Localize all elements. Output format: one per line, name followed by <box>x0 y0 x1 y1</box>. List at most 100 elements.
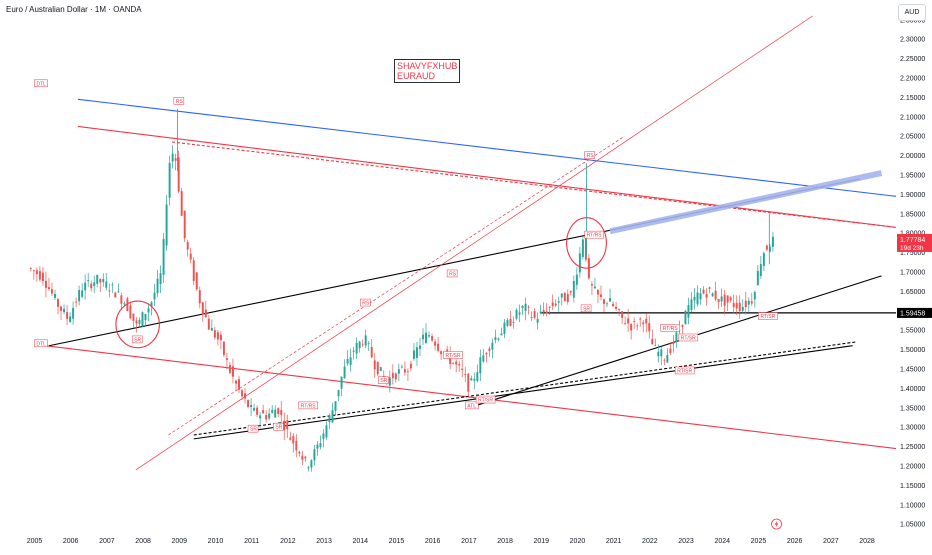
candle-body <box>765 245 768 250</box>
candle-body <box>518 312 521 315</box>
candle-body <box>256 407 259 415</box>
trendline-red-steep-solid <box>135 15 813 471</box>
candle-body <box>147 308 150 313</box>
y-tick-label: 1.20000 <box>900 464 925 471</box>
candle-body <box>286 420 289 430</box>
candle-body <box>331 410 334 423</box>
candle-body <box>253 407 256 411</box>
annotation-tag-label: RS <box>176 99 184 105</box>
circle-annotation <box>115 300 160 349</box>
currency-label: AUD <box>904 9 920 16</box>
candle-body <box>473 378 476 381</box>
candle-body <box>684 310 687 325</box>
candle-body <box>705 294 708 298</box>
candle-body <box>470 378 473 381</box>
candle-body <box>563 292 566 302</box>
x-tick-label: 2012 <box>280 538 296 545</box>
candle-body <box>41 272 44 281</box>
candle-body <box>301 455 304 460</box>
candle-body <box>452 362 455 364</box>
candle-body <box>397 369 400 374</box>
annotation-tag-label: RT/SR <box>446 353 461 359</box>
candle-body <box>524 303 527 311</box>
annotation-tag-box <box>247 424 259 433</box>
y-tick-label: 1.75000 <box>900 250 925 257</box>
candle-body <box>165 204 168 246</box>
candle-body <box>75 301 78 303</box>
candle-body <box>84 282 87 291</box>
y-tick-label: 1.95000 <box>900 172 925 179</box>
candle-body <box>403 369 406 373</box>
candle-body <box>663 359 666 361</box>
candle-body <box>316 444 319 449</box>
candle-body <box>241 390 243 397</box>
x-tick-label: 2016 <box>425 538 441 545</box>
candle-body <box>560 293 563 298</box>
candle-body <box>379 367 382 371</box>
candle-body <box>114 292 117 298</box>
candle-body <box>177 157 180 192</box>
annotation-tag-label: RT/SR <box>760 314 775 320</box>
candle-body <box>204 309 207 318</box>
candle-body <box>216 332 219 340</box>
candle-body <box>672 342 675 344</box>
y-tick-label: 1.65000 <box>900 289 925 296</box>
annotation-tag-label: RS <box>587 153 595 159</box>
candle-body <box>603 299 605 304</box>
candle-body <box>298 451 301 454</box>
candle-body <box>180 191 183 216</box>
candle-body <box>225 358 228 360</box>
annotation-tag-box <box>131 335 143 344</box>
candle-body <box>138 319 141 324</box>
x-tick-label: 2021 <box>606 538 622 545</box>
y-tick-label: 1.35000 <box>900 405 925 412</box>
x-tick-label: 2020 <box>570 538 586 545</box>
y-tick-label: 1.40000 <box>900 386 925 393</box>
candle-body <box>388 377 391 386</box>
candle-body <box>536 318 539 323</box>
annotation-tag-label: RT/SR <box>478 398 493 404</box>
candle-body <box>346 359 349 364</box>
candle-body <box>645 318 648 324</box>
candle-body <box>446 349 449 352</box>
candle-body <box>349 357 352 365</box>
candle-body <box>600 294 602 298</box>
candle-body <box>153 292 156 300</box>
candle-body <box>539 311 542 314</box>
candle-body <box>219 334 222 341</box>
candle-body <box>500 333 503 336</box>
annotation-tag-label: RT/RS <box>587 233 603 239</box>
x-tick-label: 2013 <box>316 538 332 545</box>
x-tick-label: 2017 <box>461 538 477 545</box>
candle-body <box>47 287 50 289</box>
candle-body <box>606 303 608 305</box>
y-tick-label: 2.15000 <box>900 95 925 102</box>
candle-body <box>54 293 56 298</box>
candle-body <box>542 310 545 313</box>
candle-body <box>497 338 500 340</box>
candle-body <box>690 299 693 310</box>
level-value: 1.59458 <box>900 310 925 317</box>
candle-body <box>334 401 337 411</box>
annotation-tag-box <box>34 339 48 348</box>
candle-body <box>201 302 204 315</box>
annotation-tag-box <box>173 97 185 105</box>
candle-body <box>391 372 394 379</box>
candle-body <box>283 420 286 431</box>
annotation-tag-box <box>580 304 592 313</box>
y-tick-label: 1.70000 <box>900 270 925 277</box>
annotation-tag-label: SR <box>275 425 282 431</box>
candle-body <box>654 344 657 346</box>
candle-body <box>159 273 162 285</box>
candle-body <box>476 372 479 382</box>
x-tick-label: 2019 <box>533 538 549 545</box>
candle-body <box>675 332 678 342</box>
x-tick-label: 2028 <box>859 538 875 545</box>
candle-body <box>633 321 636 322</box>
currency-button[interactable]: AUD <box>898 4 926 21</box>
candle-body <box>195 272 198 290</box>
candle-body <box>29 268 32 270</box>
candle-body <box>509 318 512 327</box>
x-tick-label: 2006 <box>63 538 79 545</box>
